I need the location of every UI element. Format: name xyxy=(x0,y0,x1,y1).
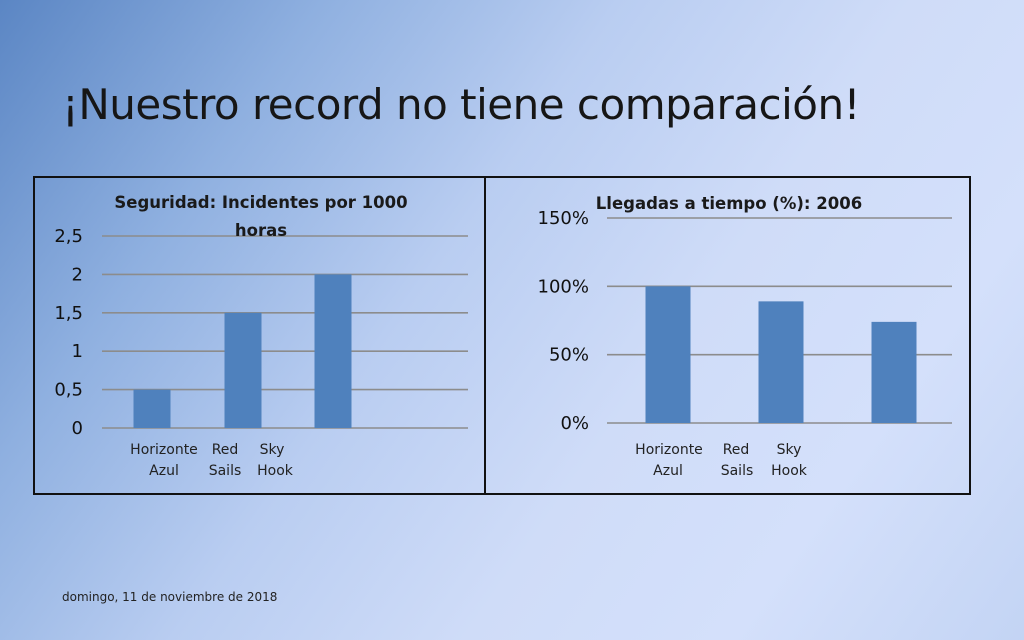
chart-panel-safety: 0 0,5 1 1,5 2 2,5 Horizonte Azul Red Sails Sky Hook… xyxy=(33,176,486,495)
x-tick-label: Sky xyxy=(260,442,285,458)
y-tick-label: 100% xyxy=(538,276,589,297)
x-tick-label: Red xyxy=(212,442,239,458)
x-tick-label: Azul xyxy=(149,463,179,479)
bar xyxy=(645,286,691,423)
slide-title: ¡Nuestro record no tiene comparación! xyxy=(62,80,860,129)
chart-title: Llegadas a tiempo (%): 2006 xyxy=(596,194,862,213)
y-tick-label: 2,5 xyxy=(54,226,83,247)
chart-panel-ontime: 0% 50% 100% 150% Horizonte Azul Red Sails Sky Hoo… xyxy=(484,176,971,495)
y-tick-label: 50% xyxy=(549,345,589,366)
x-tick-label: Horizonte xyxy=(130,442,198,458)
x-tick-label: Hook xyxy=(257,463,294,479)
ontime-bar-chart: 0% 50% 100% 150% Horizonte Azul Red Sails Sky Hoo… xyxy=(538,194,952,479)
bar xyxy=(224,312,262,428)
y-tick-label: 150% xyxy=(538,208,589,229)
y-tick-label: 0 xyxy=(72,418,83,439)
bar xyxy=(871,321,917,423)
x-tick-label: Sails xyxy=(721,463,754,479)
y-tick-label: 2 xyxy=(72,264,83,285)
x-tick-label: Sky xyxy=(777,442,802,458)
x-tick-label: Azul xyxy=(653,463,683,479)
chart-title: Seguridad: Incidentes por 1000 xyxy=(114,193,407,212)
bar xyxy=(758,301,804,423)
bar xyxy=(133,389,171,428)
x-tick-label: Horizonte xyxy=(635,442,703,458)
bar xyxy=(314,274,352,428)
safety-bar-chart: 0 0,5 1 1,5 2 2,5 Horizonte Azul Red Sails Sky Hook… xyxy=(54,193,468,479)
y-tick-label: 1,5 xyxy=(54,303,83,324)
chart-title: horas xyxy=(235,221,287,240)
y-tick-label: 0,5 xyxy=(54,380,83,401)
slide-date: domingo, 11 de noviembre de 2018 xyxy=(62,590,278,604)
x-tick-label: Hook xyxy=(771,463,808,479)
x-tick-label: Sails xyxy=(209,463,242,479)
y-tick-label: 1 xyxy=(72,341,83,362)
x-tick-label: Red xyxy=(723,442,750,458)
y-tick-label: 0% xyxy=(560,413,589,434)
